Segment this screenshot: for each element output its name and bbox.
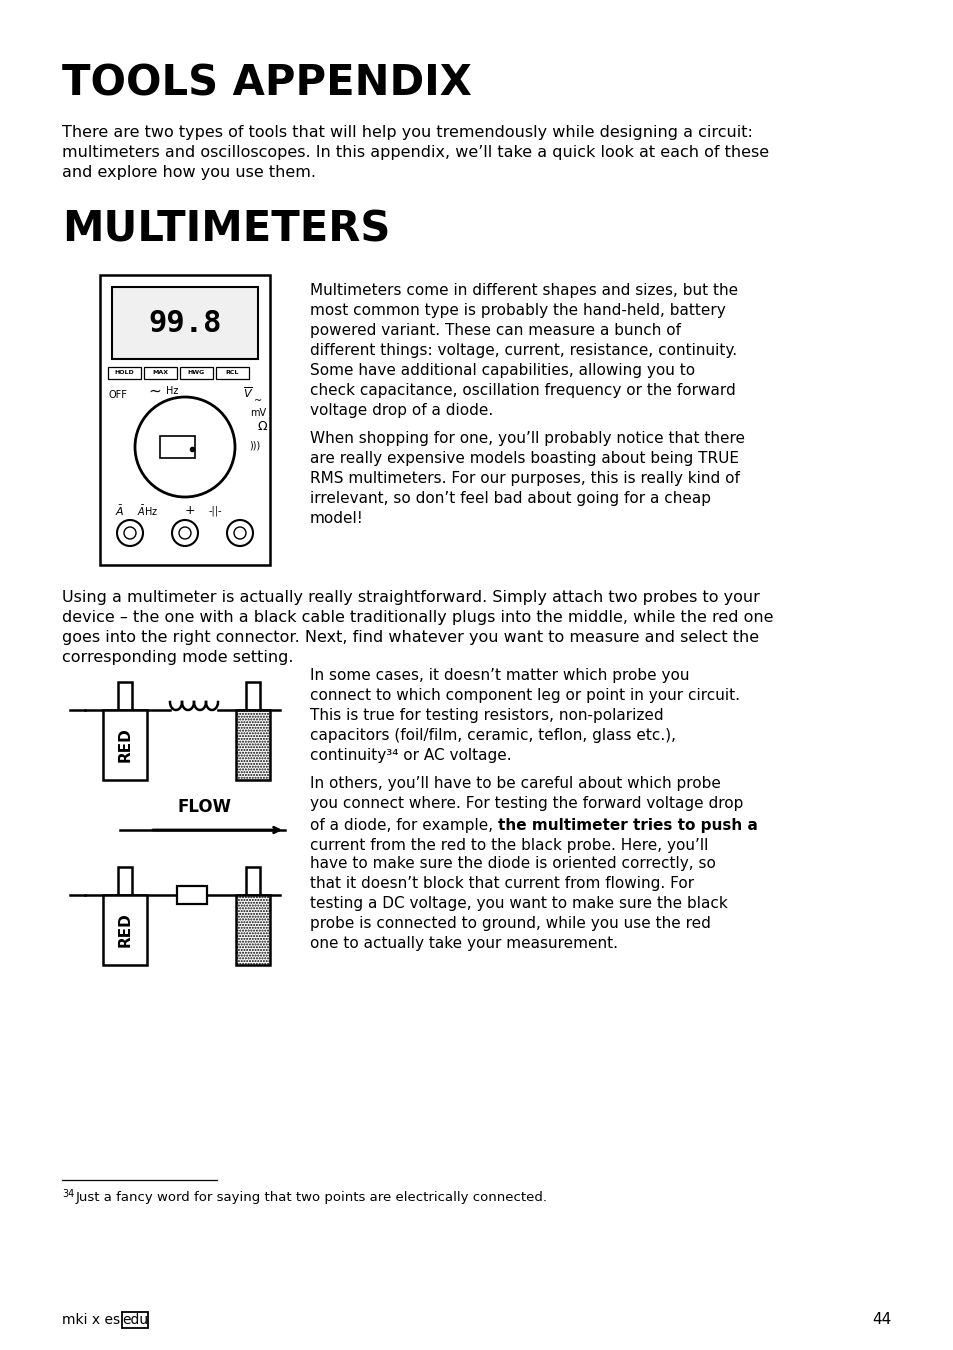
Text: There are two types of tools that will help you tremendously while designing a c: There are two types of tools that will h… (62, 126, 752, 140)
Text: of a diode, for example,: of a diode, for example, (310, 818, 497, 833)
Text: HOLD: HOLD (114, 370, 134, 375)
Text: MAX: MAX (152, 370, 169, 375)
Text: device – the one with a black cable traditionally plugs into the middle, while t: device – the one with a black cable trad… (62, 610, 773, 625)
Text: testing a DC voltage, you want to make sure the black: testing a DC voltage, you want to make s… (310, 896, 727, 911)
Text: voltage drop of a diode.: voltage drop of a diode. (310, 404, 493, 418)
Text: have to make sure the diode is oriented correctly, so: have to make sure the diode is oriented … (310, 856, 715, 871)
Text: different things: voltage, current, resistance, continuity.: different things: voltage, current, resi… (310, 343, 737, 358)
Text: This is true for testing resistors, non-polarized: This is true for testing resistors, non-… (310, 707, 663, 724)
Text: model!: model! (310, 512, 363, 526)
Text: goes into the right connector. Next, find whatever you want to measure and selec: goes into the right connector. Next, fin… (62, 630, 759, 645)
Text: OFF: OFF (109, 390, 128, 400)
Polygon shape (177, 886, 207, 904)
Text: RED: RED (117, 913, 132, 948)
Text: one to actually take your measurement.: one to actually take your measurement. (310, 936, 618, 950)
Text: RED: RED (117, 728, 132, 763)
Text: RMS multimeters. For our purposes, this is really kind of: RMS multimeters. For our purposes, this … (310, 471, 740, 486)
Text: Just a fancy word for saying that two points are electrically connected.: Just a fancy word for saying that two po… (76, 1191, 547, 1204)
Polygon shape (235, 710, 270, 780)
Circle shape (233, 526, 246, 539)
Text: ~: ~ (149, 383, 161, 398)
Polygon shape (103, 710, 147, 780)
Polygon shape (100, 275, 270, 566)
Text: edu: edu (122, 1314, 148, 1327)
Text: mki x es: mki x es (62, 1314, 120, 1327)
Text: HWG: HWG (188, 370, 205, 375)
Text: -||-: -||- (208, 506, 221, 516)
Text: connect to which component leg or point in your circuit.: connect to which component leg or point … (310, 688, 740, 703)
Polygon shape (246, 867, 260, 895)
Polygon shape (246, 682, 260, 710)
Circle shape (227, 520, 253, 545)
Text: MULTIMETERS: MULTIMETERS (62, 208, 390, 250)
Text: and explore how you use them.: and explore how you use them. (62, 165, 315, 180)
FancyBboxPatch shape (122, 1312, 148, 1328)
Text: RCL: RCL (226, 370, 239, 375)
Text: ))): ))) (249, 440, 260, 450)
Text: Hz: Hz (166, 386, 178, 396)
Text: $\overline{V}$: $\overline{V}$ (243, 386, 253, 401)
Text: that it doesn’t block that current from flowing. For: that it doesn’t block that current from … (310, 876, 694, 891)
Text: irrelevant, so don’t feel bad about going for a cheap: irrelevant, so don’t feel bad about goin… (310, 491, 710, 506)
Polygon shape (112, 288, 257, 359)
Circle shape (172, 520, 198, 545)
Text: When shopping for one, you’ll probably notice that there: When shopping for one, you’ll probably n… (310, 431, 744, 446)
Text: 34: 34 (62, 1189, 74, 1199)
Text: ~
mV: ~ mV (250, 396, 266, 417)
Text: Multimeters come in different shapes and sizes, but the: Multimeters come in different shapes and… (310, 284, 738, 298)
Text: TOOLS APPENDIX: TOOLS APPENDIX (62, 62, 472, 104)
Text: the multimeter tries to push a: the multimeter tries to push a (497, 818, 757, 833)
Polygon shape (118, 867, 132, 895)
Circle shape (179, 526, 191, 539)
Text: Ω: Ω (257, 420, 267, 433)
Text: +: + (185, 505, 195, 517)
Polygon shape (103, 895, 147, 965)
Text: probe is connected to ground, while you use the red: probe is connected to ground, while you … (310, 917, 710, 932)
Text: check capacitance, oscillation frequency or the forward: check capacitance, oscillation frequency… (310, 383, 735, 398)
Text: $\bar{A}$Hz: $\bar{A}$Hz (137, 504, 158, 518)
Text: most common type is probably the hand-held, battery: most common type is probably the hand-he… (310, 302, 725, 319)
Text: Using a multimeter is actually really straightforward. Simply attach two probes : Using a multimeter is actually really st… (62, 590, 760, 605)
Text: corresponding mode setting.: corresponding mode setting. (62, 649, 294, 666)
Text: Some have additional capabilities, allowing you to: Some have additional capabilities, allow… (310, 363, 695, 378)
Text: 44: 44 (872, 1312, 891, 1327)
Text: current from the red to the black probe: current from the red to the black probe (310, 838, 611, 853)
Circle shape (124, 526, 136, 539)
Text: continuity³⁴ or AC voltage.: continuity³⁴ or AC voltage. (310, 748, 511, 763)
Polygon shape (118, 682, 132, 710)
Text: powered variant. These can measure a bunch of: powered variant. These can measure a bun… (310, 323, 680, 338)
Text: capacitors (foil/film, ceramic, teflon, glass etc.),: capacitors (foil/film, ceramic, teflon, … (310, 728, 676, 743)
Text: multimeters and oscilloscopes. In this appendix, we’ll take a quick look at each: multimeters and oscilloscopes. In this a… (62, 144, 768, 161)
Text: . Here, you’ll: . Here, you’ll (611, 838, 708, 853)
Circle shape (135, 397, 234, 497)
Text: In others, you’ll have to be careful about which probe: In others, you’ll have to be careful abo… (310, 776, 720, 791)
Polygon shape (235, 895, 270, 965)
Text: FLOW: FLOW (178, 798, 232, 815)
Circle shape (117, 520, 143, 545)
Text: $\bar{A}$: $\bar{A}$ (115, 504, 125, 518)
Text: In some cases, it doesn’t matter which probe you: In some cases, it doesn’t matter which p… (310, 668, 689, 683)
Text: are really expensive models boasting about being TRUE: are really expensive models boasting abo… (310, 451, 739, 466)
Text: 99.8: 99.8 (148, 309, 221, 338)
Text: you connect where. For testing the forward voltage drop: you connect where. For testing the forwa… (310, 796, 742, 811)
